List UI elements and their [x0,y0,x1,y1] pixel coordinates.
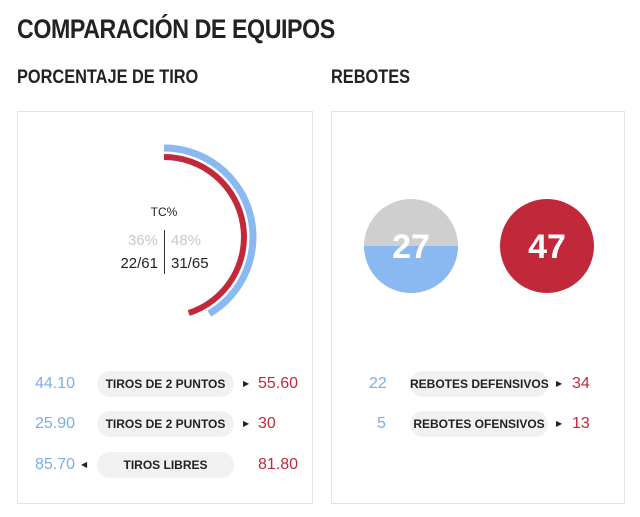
home-value: 25.90 [35,415,76,432]
home-value: 85.70 [35,456,76,473]
away-value: 34 [572,375,590,392]
fg-label: TC% [151,205,178,219]
stat-label-pill: TIROS DE 2 PUNTOS [97,371,234,397]
home-value: 44.10 [35,375,76,392]
caret-right-icon: ▶ [243,379,250,388]
home-value: 5 [377,415,386,432]
stat-row: 5 REBOTES OFENSIVOS ▶ 13 [332,411,624,437]
rebounds-circles: 27 47 [364,199,594,293]
away-value: 13 [572,415,590,432]
page-title: COMPARACIÓN DE EQUIPOS [17,14,335,44]
away-value: 81.80 [258,456,299,473]
home-fg-made: 22/61 [120,255,158,272]
home-fg-pct: 36% [128,232,158,249]
stat-row: 85.70 ◀ TIROS LIBRES 81.80 [18,452,312,478]
rebounds-section-title: REBOTES [331,67,410,88]
shooting-card: TC% 36% 48% 22/61 31/65 44.10 TIROS DE 2… [17,111,313,504]
home-rebounds-total: 27 [392,228,430,266]
stat-row: 22 REBOTES DEFENSIVOS ▶ 34 [332,371,624,397]
stat-label-pill: REBOTES DEFENSIVOS [410,371,549,397]
caret-right-icon: ▶ [556,419,563,428]
shooting-section-title: PORCENTAJE DE TIRO [17,67,199,88]
stat-row: 25.90 TIROS DE 2 PUNTOS ▶ 30 [18,411,312,437]
stat-label-pill: TIROS DE 2 PUNTOS [97,411,234,437]
home-fg-arc [163,144,257,317]
away-rebounds-total: 47 [528,228,566,266]
rebounds-card: 27 47 22 REBOTES DEFENSIVOS ▶ 34 5 REBOT… [331,111,625,504]
away-value: 55.60 [258,375,299,392]
away-rebounds-circle [500,199,594,293]
caret-right-icon: ▶ [243,419,250,428]
caret-left-icon: ◀ [81,460,88,469]
away-fg-made: 31/65 [171,255,209,272]
home-value: 22 [369,375,387,392]
shooting-gauge: TC% 36% 48% 22/61 31/65 [120,144,257,317]
away-fg-arc [163,154,247,316]
away-fg-pct: 48% [171,232,201,249]
stat-label-pill: REBOTES OFENSIVOS [410,411,548,437]
away-value: 30 [258,415,276,432]
stat-label-pill: TIROS LIBRES [97,452,234,478]
stat-row: 44.10 TIROS DE 2 PUNTOS ▶ 55.60 [18,371,312,397]
caret-right-icon: ▶ [556,379,563,388]
